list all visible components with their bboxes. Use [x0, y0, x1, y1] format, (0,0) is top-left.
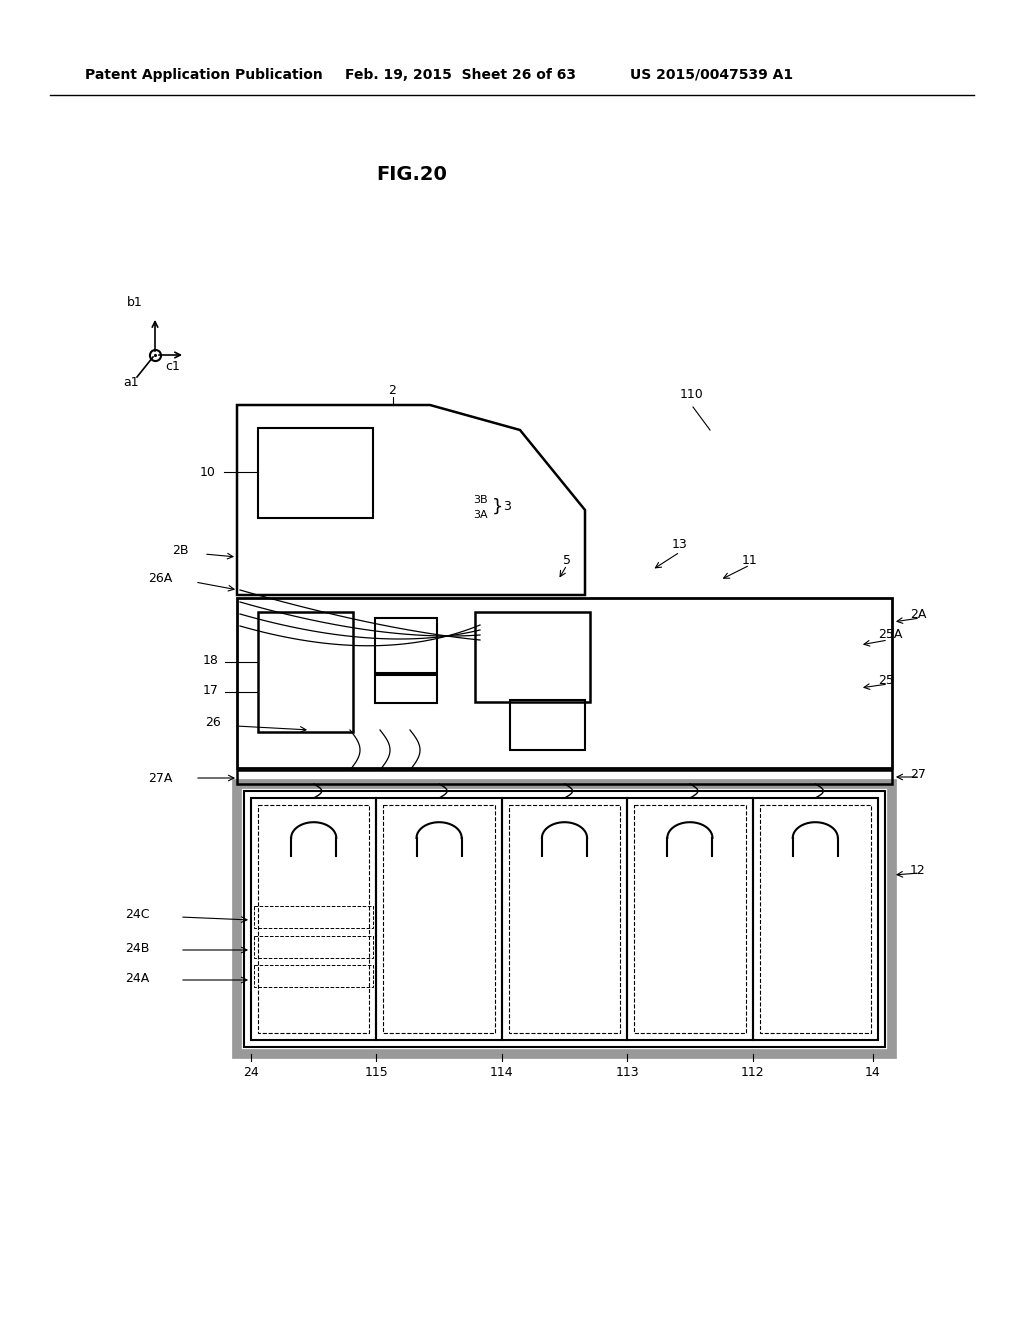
Text: 113: 113	[615, 1065, 639, 1078]
Text: }: }	[492, 498, 504, 516]
Text: FIG.20: FIG.20	[377, 165, 447, 185]
Text: 26A: 26A	[148, 572, 172, 585]
Bar	[258, 805, 370, 1034]
Text: 25: 25	[878, 673, 894, 686]
Text: 5: 5	[563, 553, 571, 566]
Text: Feb. 19, 2015  Sheet 26 of 63: Feb. 19, 2015 Sheet 26 of 63	[345, 69, 575, 82]
Text: 2A: 2A	[910, 609, 927, 622]
Text: 114: 114	[490, 1065, 514, 1078]
Bar	[258, 612, 353, 733]
Bar	[237, 784, 892, 1053]
Text: a1: a1	[123, 376, 138, 389]
Text: c1: c1	[165, 360, 180, 374]
Bar	[375, 675, 437, 704]
Text: 24: 24	[243, 1065, 259, 1078]
Text: 2: 2	[388, 384, 396, 396]
Bar	[509, 805, 621, 1034]
Bar	[244, 791, 885, 1047]
Bar	[254, 965, 374, 987]
Text: 13: 13	[672, 539, 688, 552]
Bar	[375, 618, 437, 673]
Bar	[377, 799, 502, 1040]
Bar	[627, 799, 753, 1040]
Bar	[753, 799, 878, 1040]
Text: Patent Application Publication: Patent Application Publication	[85, 69, 323, 82]
Text: 2B: 2B	[172, 544, 188, 557]
Bar	[383, 805, 495, 1034]
Text: US 2015/0047539 A1: US 2015/0047539 A1	[630, 69, 794, 82]
Text: 17: 17	[203, 684, 219, 697]
Bar	[237, 598, 892, 768]
Text: 27A: 27A	[148, 771, 172, 784]
Bar	[475, 612, 590, 702]
Text: 3A: 3A	[473, 510, 487, 520]
Text: 25A: 25A	[878, 628, 902, 642]
Text: 27: 27	[910, 768, 926, 781]
Text: b1: b1	[127, 297, 142, 309]
Bar	[254, 906, 374, 928]
Text: 11: 11	[742, 553, 758, 566]
Bar	[634, 805, 745, 1034]
Bar	[760, 805, 871, 1034]
Text: 24B: 24B	[125, 941, 150, 954]
Text: 18: 18	[203, 653, 219, 667]
Bar	[258, 428, 373, 517]
Text: 3: 3	[503, 500, 511, 513]
Bar	[251, 799, 377, 1040]
Text: 110: 110	[680, 388, 703, 401]
Text: 12: 12	[910, 863, 926, 876]
Text: 24C: 24C	[125, 908, 150, 921]
Text: 26: 26	[205, 715, 221, 729]
Text: 10: 10	[200, 466, 216, 479]
Text: 14: 14	[865, 1065, 881, 1078]
Text: 3B: 3B	[473, 495, 487, 506]
Text: 115: 115	[365, 1065, 388, 1078]
Bar	[502, 799, 627, 1040]
Bar	[510, 700, 585, 750]
Bar	[254, 936, 374, 958]
Text: 24A: 24A	[125, 972, 150, 985]
Text: 112: 112	[740, 1065, 764, 1078]
Bar	[237, 770, 892, 784]
